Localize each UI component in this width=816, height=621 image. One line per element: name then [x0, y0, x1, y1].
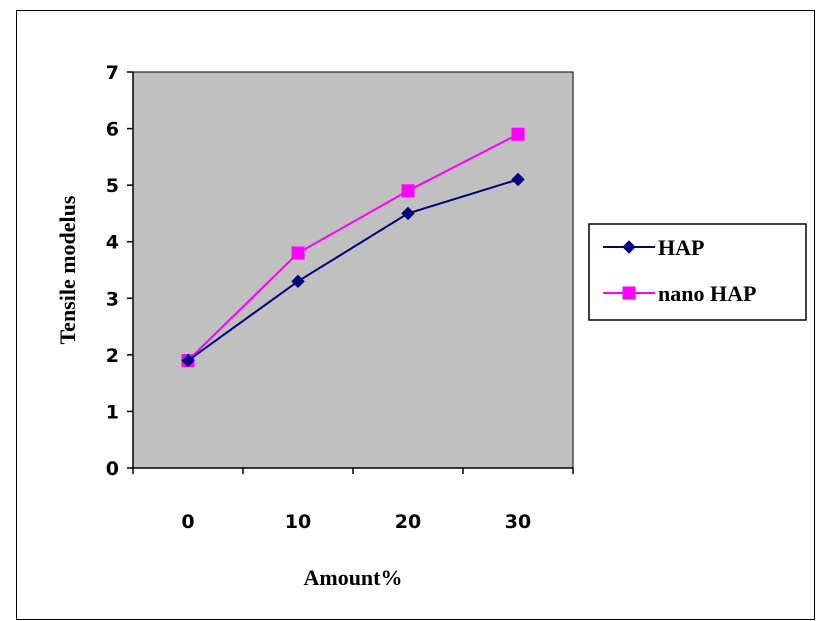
y-tick-label: 5	[106, 175, 119, 197]
data-point	[291, 246, 305, 260]
y-tick-label: 1	[106, 401, 119, 423]
y-tick-label: 2	[106, 345, 119, 367]
legend-box	[588, 223, 807, 321]
y-tick-label: 0	[106, 458, 119, 480]
legend-marker	[622, 286, 636, 300]
y-tick-label: 7	[106, 62, 119, 84]
y-tick-label: 3	[106, 288, 119, 310]
x-tick-label: 20	[395, 511, 421, 533]
x-tick-label: 10	[285, 511, 311, 533]
data-point	[401, 184, 415, 198]
series-layer	[181, 127, 525, 368]
y-axis: 0 1 2 3 4 5 6 7	[106, 62, 134, 480]
series-line	[187, 133, 519, 362]
x-axis: 0 10 20 30	[132, 467, 574, 533]
data-point	[181, 353, 195, 368]
legend-item: HAP	[603, 235, 704, 260]
legend-marker	[622, 240, 636, 254]
series-hap	[181, 172, 525, 368]
x-tick-label: 30	[505, 511, 531, 533]
legend: HAP nano HAP	[588, 223, 807, 321]
x-tick-label: 0	[181, 511, 194, 533]
legend-label: nano HAP	[658, 281, 756, 306]
x-axis-title: Amount%	[303, 565, 402, 590]
data-point	[511, 127, 525, 141]
series-line	[187, 178, 519, 362]
legend-label: HAP	[658, 235, 704, 260]
legend-item: nano HAP	[603, 281, 756, 306]
data-point	[511, 172, 525, 187]
y-tick-label: 4	[106, 232, 119, 254]
data-point	[401, 206, 415, 221]
y-axis-title: Tensile modelus	[55, 195, 80, 344]
y-tick-label: 6	[106, 119, 119, 141]
plot-area	[132, 71, 574, 469]
data-point	[291, 274, 305, 289]
